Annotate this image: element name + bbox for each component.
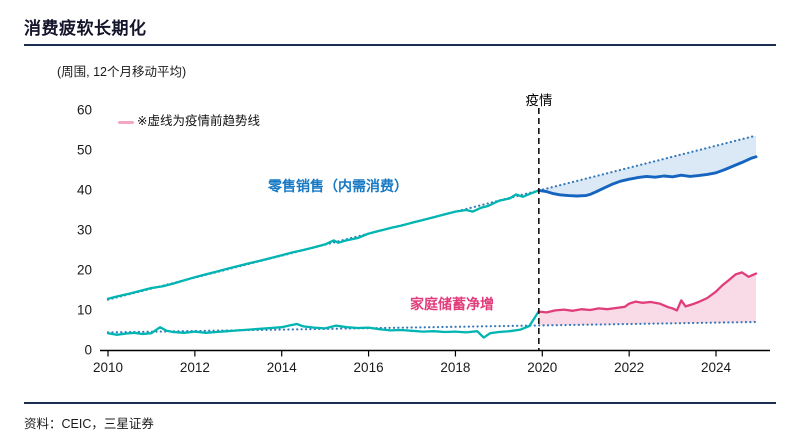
source-note: 资料：CEIC，三星证券 xyxy=(24,417,154,431)
svg-text:40: 40 xyxy=(77,183,92,198)
trendline-legend-note: ※虚线为疫情前趋势线 xyxy=(137,114,260,128)
retail-series-label: 零售销售（内需消费） xyxy=(268,178,408,194)
svg-text:2020: 2020 xyxy=(527,360,557,375)
pandemic-annotation: 疫情 xyxy=(525,93,553,108)
svg-text:30: 30 xyxy=(77,223,92,238)
svg-text:10: 10 xyxy=(77,303,92,318)
bottom-divider xyxy=(24,402,776,404)
svg-text:2010: 2010 xyxy=(93,360,123,375)
svg-text:2016: 2016 xyxy=(354,360,384,375)
svg-text:2012: 2012 xyxy=(180,360,210,375)
savings-series-label: 家庭储蓄净增 xyxy=(410,296,494,312)
page-title: 消费疲软长期化 xyxy=(24,19,147,38)
svg-text:2022: 2022 xyxy=(614,360,644,375)
svg-text:2018: 2018 xyxy=(440,360,470,375)
axis-unit-note: (周围, 12个月移动平均) xyxy=(57,65,187,79)
svg-text:0: 0 xyxy=(84,343,92,358)
svg-text:2014: 2014 xyxy=(267,360,298,375)
svg-text:2024: 2024 xyxy=(701,360,732,375)
svg-text:50: 50 xyxy=(77,143,92,158)
top-divider xyxy=(24,44,776,46)
svg-text:60: 60 xyxy=(77,103,92,118)
svg-text:20: 20 xyxy=(77,263,92,278)
legend-dash-icon xyxy=(118,121,134,124)
